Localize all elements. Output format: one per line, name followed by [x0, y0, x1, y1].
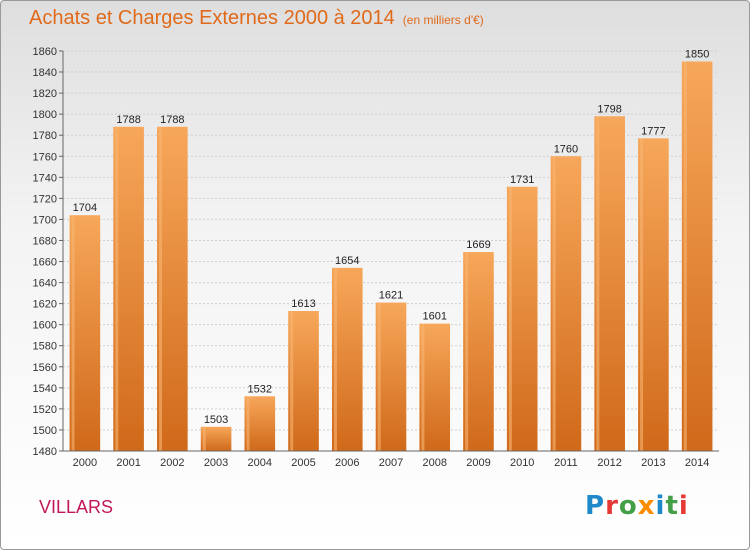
- x-tick-label: 2009: [466, 457, 490, 469]
- logo-letter: r: [605, 491, 619, 521]
- bar-2012: [594, 116, 625, 452]
- x-tick-label: 2008: [422, 457, 446, 469]
- y-tick-label: 1680: [33, 235, 57, 247]
- data-label: 1788: [160, 114, 184, 126]
- logo-letter: o: [618, 491, 638, 521]
- bar-2002: [157, 126, 188, 451]
- x-tick-label: 2013: [641, 457, 665, 469]
- y-tick-label: 1600: [33, 320, 57, 332]
- x-tick-label: 2006: [335, 457, 359, 469]
- x-axis-ticks: 2000 2001 2002 2003 2004 2005 2006 2007 2008 2009…: [73, 457, 710, 469]
- data-label: 1601: [422, 311, 446, 323]
- bar-highlight: [71, 215, 75, 451]
- y-tick-label: 1720: [33, 193, 57, 205]
- y-tick-label: 1500: [33, 425, 57, 437]
- bar-highlight: [508, 186, 512, 451]
- y-axis-ticks: 1480 1500 1520 1540 1560 1580 1600 1620 1640 1660…: [33, 46, 63, 458]
- y-tick-label: 1640: [33, 278, 57, 290]
- bar-2014: [681, 61, 713, 452]
- logo-letter: t: [665, 491, 679, 521]
- bar-2005: [288, 311, 319, 451]
- y-tick-label: 1540: [33, 383, 57, 395]
- data-label: 1532: [248, 383, 272, 395]
- y-tick-label: 1660: [33, 257, 57, 269]
- bar-highlight: [683, 61, 687, 452]
- bar-highlight: [377, 302, 381, 451]
- bar-2011: [550, 156, 582, 451]
- bars: 1704 1788 1788 1503 1532 1613 1654 1621 1601 1669…: [69, 49, 713, 452]
- bar-highlight: [421, 323, 425, 451]
- town-name: VILLARS: [39, 497, 114, 517]
- y-tick-label: 1700: [33, 214, 57, 226]
- bar-2009: [463, 252, 494, 451]
- bar-highlight: [640, 138, 644, 452]
- y-tick-label: 1760: [33, 151, 57, 163]
- data-label: 1621: [379, 290, 403, 302]
- bar-2004: [244, 396, 276, 451]
- proxiti-logo: Proxiti: [585, 491, 689, 521]
- data-label: 1654: [335, 255, 359, 267]
- logo-letter: i: [678, 491, 689, 521]
- logo-letter: P: [585, 491, 606, 521]
- y-tick-label: 1560: [33, 362, 57, 374]
- bar-highlight: [290, 311, 294, 451]
- logo-letter: x: [637, 491, 656, 521]
- x-tick-label: 2012: [597, 457, 621, 469]
- data-label: 1788: [116, 114, 140, 126]
- data-label: 1731: [510, 174, 534, 186]
- chart-subtitle: (en milliers d'€): [402, 13, 484, 27]
- y-tick-label: 1740: [33, 172, 57, 184]
- data-label: 1850: [685, 49, 709, 61]
- y-tick-label: 1480: [33, 446, 57, 458]
- logo-letter: i: [655, 491, 666, 521]
- x-tick-label: 2014: [685, 457, 709, 469]
- chart-title: Achats et Charges Externes 2000 à 2014 (e…: [29, 7, 484, 30]
- bar-highlight: [202, 426, 206, 451]
- x-tick-label: 2000: [73, 457, 97, 469]
- bar-2013: [638, 138, 669, 452]
- data-label: 1503: [204, 414, 228, 426]
- bar-highlight: [465, 252, 469, 451]
- x-tick-label: 2004: [248, 457, 272, 469]
- bar-highlight: [596, 116, 600, 452]
- data-label: 1760: [554, 143, 578, 155]
- y-tick-label: 1620: [33, 299, 57, 311]
- bar-highlight: [333, 267, 337, 451]
- bar-highlight: [159, 126, 163, 451]
- x-tick-label: 2001: [116, 457, 140, 469]
- bar-highlight: [552, 156, 556, 451]
- bar-2008: [419, 323, 451, 451]
- y-tick-label: 1840: [33, 67, 57, 79]
- data-label: 1704: [73, 202, 97, 214]
- x-tick-label: 2005: [291, 457, 315, 469]
- x-tick-label: 2003: [204, 457, 228, 469]
- y-tick-label: 1520: [33, 404, 57, 416]
- x-tick-label: 2002: [160, 457, 184, 469]
- data-label: 1777: [641, 125, 665, 137]
- bar-2001: [113, 126, 144, 451]
- bar-highlight: [246, 396, 250, 451]
- axes: [62, 51, 719, 452]
- y-tick-label: 1580: [33, 341, 57, 353]
- chart-title-text: Achats et Charges Externes 2000 à 2014: [29, 7, 395, 29]
- bar-2003: [200, 426, 232, 451]
- bar-2006: [331, 267, 363, 451]
- bar-2000: [69, 215, 101, 451]
- x-tick-label: 2011: [554, 457, 578, 469]
- y-tick-label: 1780: [33, 130, 57, 142]
- data-label: 1669: [466, 239, 490, 251]
- bar-2010: [506, 186, 538, 451]
- bar-highlight: [115, 126, 119, 451]
- y-tick-label: 1820: [33, 88, 57, 100]
- bar-2007: [375, 302, 407, 451]
- data-label: 1613: [291, 298, 315, 310]
- x-tick-label: 2010: [510, 457, 534, 469]
- y-tick-label: 1800: [33, 109, 57, 121]
- y-tick-label: 1860: [33, 46, 57, 58]
- x-tick-label: 2007: [379, 457, 403, 469]
- data-label: 1798: [597, 103, 621, 115]
